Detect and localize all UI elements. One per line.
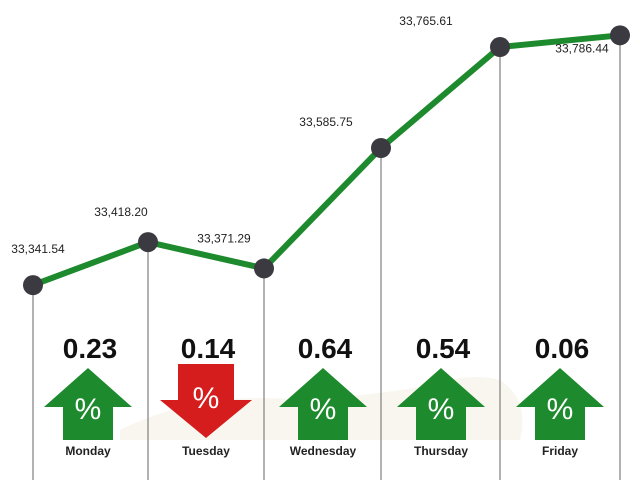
day-blocks-layer: 0.23% Monday 0.14% Tuesday 0.64% Wednesday 0.5… — [44, 333, 604, 458]
day-block-wednesday: 0.64% Wednesday — [279, 333, 367, 458]
data-point — [371, 138, 391, 159]
arrow-up-icon — [397, 368, 485, 440]
percent-change-value: 0.14 — [181, 333, 236, 364]
percent-icon: % — [75, 393, 102, 426]
point-labels-layer: 33,341.54 33,418.20 33,371.29 33,585.75 33,7… — [11, 14, 609, 256]
point-label: 33,765.61 — [399, 14, 453, 28]
point-label: 33,786.44 — [555, 41, 609, 55]
data-point — [254, 258, 274, 279]
percent-change-value: 0.23 — [63, 333, 118, 364]
percent-change-value: 0.54 — [416, 333, 471, 364]
data-point — [490, 37, 510, 58]
data-point — [610, 25, 630, 46]
percent-icon: % — [547, 393, 574, 426]
percent-change-value: 0.06 — [535, 333, 590, 364]
point-label: 33,418.20 — [94, 205, 148, 219]
day-label: Wednesday — [290, 444, 357, 458]
day-block-thursday: 0.54% Thursday — [397, 333, 485, 458]
day-label: Friday — [542, 444, 578, 458]
data-point — [23, 275, 43, 296]
percent-icon: % — [428, 393, 455, 426]
points-layer — [23, 25, 630, 296]
arrow-up-icon — [516, 368, 604, 440]
day-block-monday: 0.23% Monday — [44, 333, 132, 458]
point-label: 33,341.54 — [11, 242, 65, 256]
arrow-up-icon — [44, 368, 132, 440]
arrow-down-icon — [160, 364, 252, 438]
series-line — [30, 32, 623, 289]
point-label: 33,371.29 — [197, 231, 251, 245]
day-label: Monday — [65, 444, 111, 458]
point-label: 33,585.75 — [299, 115, 353, 129]
day-label: Thursday — [414, 444, 468, 458]
day-block-friday: 0.06% Friday — [516, 333, 604, 458]
data-point — [138, 232, 158, 253]
vertical-lines — [32, 35, 621, 480]
percent-icon: % — [193, 382, 220, 415]
percent-icon: % — [310, 393, 337, 426]
day-label: Tuesday — [182, 444, 230, 458]
arrow-up-icon — [279, 368, 367, 440]
series-line-layer — [30, 32, 623, 289]
day-block-tuesday: 0.14% Tuesday — [160, 333, 252, 458]
percent-change-value: 0.64 — [298, 333, 353, 364]
